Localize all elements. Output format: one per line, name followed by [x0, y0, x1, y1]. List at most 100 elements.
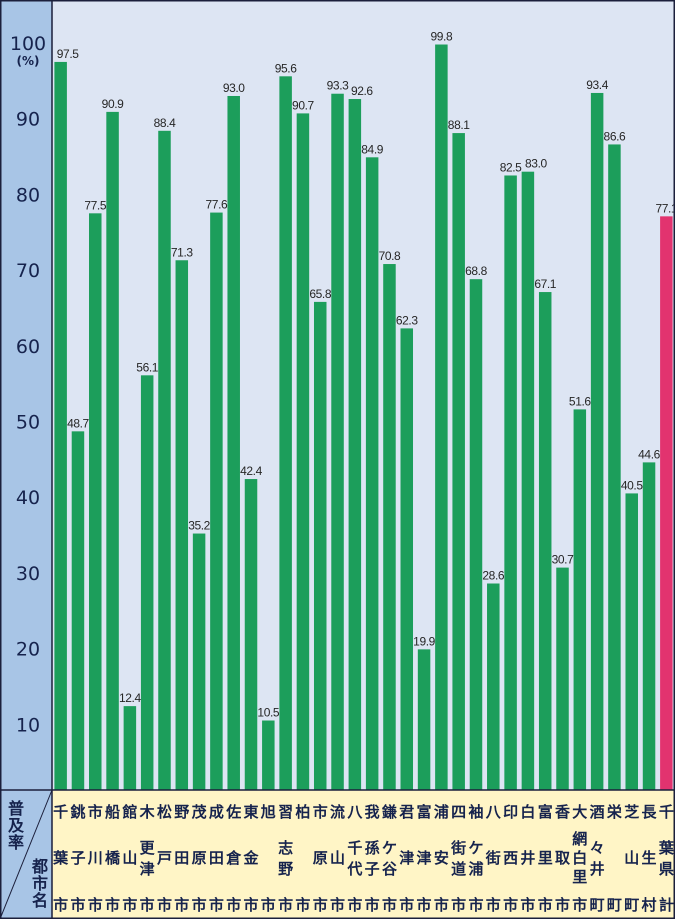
- category-label: 市川市: [87, 790, 104, 919]
- category-label: 茂原市: [190, 790, 207, 919]
- category-label-char: 村: [641, 896, 657, 914]
- bar-value-label: 93.4: [586, 78, 608, 92]
- category-label-char: 佐: [226, 803, 242, 821]
- bar-value-label: 71.3: [171, 245, 193, 259]
- bar-value-label: 88.4: [154, 116, 176, 130]
- category-label-char: 市: [122, 896, 138, 914]
- category-label-char: 市: [87, 896, 103, 914]
- category-label: 木更津市: [139, 790, 156, 919]
- category-label-char: 市: [503, 896, 519, 914]
- category-label-char: 市: [330, 896, 346, 914]
- category-label-char: 井: [520, 849, 536, 867]
- bar-value-label: 56.1: [136, 360, 158, 374]
- category-label-char: 町: [589, 896, 605, 914]
- category-label-char: 野: [278, 859, 294, 878]
- category-label-char: 市: [520, 896, 536, 914]
- category-label-middle: 津: [417, 822, 432, 895]
- category-label: 流山市: [329, 790, 346, 919]
- category-label: 芝山町: [623, 790, 640, 919]
- category-label: 市原市: [312, 790, 329, 919]
- header-diagonal: [0, 789, 53, 919]
- bar-value-label: 93.0: [223, 81, 245, 95]
- category-label-char: 市: [451, 896, 467, 914]
- category-label-char: 戸: [156, 849, 172, 867]
- bar: [348, 99, 362, 790]
- category-label-char: 柏: [295, 803, 311, 821]
- category-label-char: 金: [243, 849, 259, 867]
- y-tick-label: 60: [16, 336, 40, 358]
- category-label-middle: 山: [624, 822, 639, 895]
- bar: [106, 111, 119, 790]
- y-tick-label: 90: [16, 109, 40, 131]
- category-label-char: 生: [641, 849, 657, 867]
- category-label-char: 市: [485, 896, 501, 914]
- bar-value-label: 88.1: [448, 118, 470, 132]
- category-label-char: 市: [312, 896, 328, 914]
- y-unit-label: (%): [17, 54, 40, 68]
- category-label-middle: 戸: [157, 822, 172, 895]
- category-label-char: 浦: [433, 803, 449, 821]
- bar: [400, 328, 414, 790]
- category-label-middle: 々井: [590, 822, 605, 895]
- category-label-char: 谷: [381, 859, 397, 878]
- bar: [573, 409, 587, 790]
- y-tick-label: 40: [16, 487, 40, 509]
- category-label-char: 大: [572, 803, 588, 821]
- category-label-char: 芝: [624, 803, 640, 821]
- category-label: 松戸市: [156, 790, 173, 919]
- y-tick-label: 70: [16, 260, 40, 282]
- category-label-char: 八: [485, 803, 501, 821]
- category-label-middle: 葉県: [659, 822, 674, 895]
- category-label-char: 市: [572, 896, 588, 914]
- category-label-char: 白: [572, 849, 588, 867]
- category-label-char: 山: [330, 849, 346, 867]
- category-label-middle: 井: [520, 822, 535, 895]
- category-label-char: 千: [53, 803, 69, 821]
- category-label-char: 東: [243, 803, 259, 821]
- category-label: 長生村: [640, 790, 657, 919]
- bar: [140, 375, 154, 790]
- bar-value-label: 44.6: [638, 447, 660, 461]
- bar: [625, 493, 638, 790]
- bar-value-label: 77.5: [84, 198, 106, 212]
- bar-value-label: 48.7: [67, 416, 89, 430]
- category-label-char: 市: [243, 896, 259, 914]
- category-label-char: 志: [278, 838, 294, 857]
- bar: [192, 533, 206, 790]
- category-label: 印西市: [502, 790, 519, 919]
- bar: [313, 301, 327, 790]
- category-label-char: 栄: [606, 803, 622, 821]
- category-label-char: 市: [156, 896, 172, 914]
- bar-value-label: 77.1: [655, 201, 675, 215]
- category-label-char: 街: [485, 849, 501, 867]
- category-label-char: 田: [208, 849, 224, 867]
- category-label-middle: 更津: [140, 822, 155, 895]
- category-label-char: 酒: [589, 803, 605, 821]
- category-label: 八街市: [485, 790, 502, 919]
- bar: [158, 130, 171, 790]
- category-label-char: 船: [105, 803, 121, 821]
- category-label-char: 習: [278, 803, 294, 821]
- category-label-char: 市: [399, 896, 415, 914]
- category-label-char: 取: [555, 849, 571, 867]
- category-label: 野田市: [173, 790, 190, 919]
- bar-value-label: 42.4: [240, 464, 262, 478]
- category-label-char: 浦: [468, 859, 484, 878]
- category-label-char: 旭: [260, 803, 276, 821]
- category-label: 酒々井町: [588, 790, 605, 919]
- y-tick-label: 100: [10, 33, 46, 55]
- category-label-char: 市: [53, 896, 69, 914]
- category-label: 富津市: [415, 790, 432, 919]
- bar: [227, 95, 240, 791]
- category-label-middle: 山: [330, 822, 345, 895]
- category-label-char: 葉: [658, 838, 674, 857]
- bar-value-label: 62.3: [396, 313, 418, 327]
- category-label-middle: 津: [399, 822, 414, 895]
- category-label-char: 市: [347, 896, 363, 914]
- bar: [262, 720, 275, 790]
- category-label-char: 松: [156, 803, 172, 821]
- category-label-char: ケ: [468, 838, 484, 857]
- category-label: 八千代市: [346, 790, 363, 919]
- category-label-char: 香: [555, 803, 571, 821]
